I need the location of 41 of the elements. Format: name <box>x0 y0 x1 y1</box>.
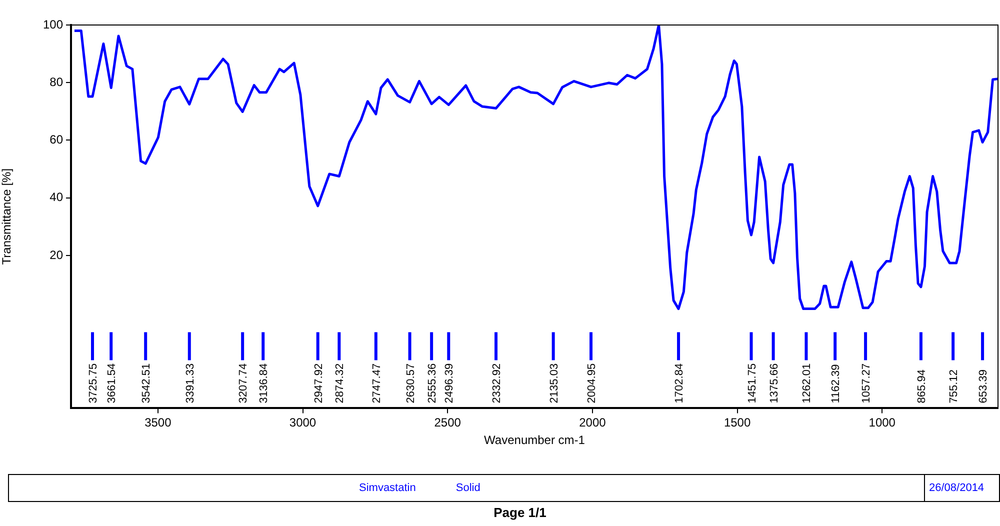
annotation: 1375.66 <box>768 363 780 404</box>
x-tick-label: 2500 <box>434 416 462 430</box>
annotation: 2747.47 <box>370 363 383 404</box>
y-tick-label: 20 <box>50 248 64 262</box>
text: 26/08/2014 <box>929 482 984 494</box>
annotation: 3542.51 <box>140 363 153 404</box>
x-tick-label: 3000 <box>289 416 316 430</box>
annotation: 1057.27 <box>860 363 873 404</box>
annotation: 1451.75 <box>746 363 758 404</box>
annotation: 1702.84 <box>674 363 686 404</box>
annotation: 2004.95 <box>586 363 598 404</box>
x-tick-label: 3500 <box>144 416 172 430</box>
x-axis-title: Wavenumber cm-1 <box>484 433 586 448</box>
annotation: 2555.36 <box>426 363 439 404</box>
text: Simvastatin <box>359 482 416 494</box>
annotation: 2496.39 <box>444 363 456 404</box>
annotation: 2135.03 <box>548 363 560 404</box>
y-tick-label: 60 <box>50 132 64 147</box>
y-tick-label: 80 <box>50 74 64 89</box>
y-tick-label: 100 <box>42 17 64 32</box>
y-axis-title: Transmittance [%] <box>0 168 14 265</box>
text: Page 1/1 <box>492 505 548 520</box>
annotation: 1162.39 <box>830 364 842 404</box>
annotation: 3207.74 <box>238 363 250 404</box>
x-tick-label: 1500 <box>724 416 751 430</box>
annotation: 755.12 <box>948 370 960 404</box>
annotation: 1262.01 <box>801 363 814 404</box>
annotation: 2332.92 <box>490 363 503 404</box>
text: Solid <box>456 482 480 494</box>
y-tick-label: 40 <box>50 190 64 204</box>
annotation: 2630.57 <box>404 363 417 404</box>
x-tick-label: 1000 <box>868 416 896 430</box>
annotation: 3725.75 <box>88 363 100 404</box>
annotation: 3391.33 <box>184 363 196 404</box>
annotation: 653.39 <box>978 370 990 404</box>
annotation: 2874.32 <box>334 363 346 404</box>
annotation: 2947.92 <box>312 363 325 404</box>
x-tick-label: 2000 <box>579 416 606 430</box>
annotation: 3661.54 <box>106 363 118 404</box>
annotation: 3136.84 <box>258 363 270 404</box>
annotation: 865.94 <box>916 370 928 404</box>
